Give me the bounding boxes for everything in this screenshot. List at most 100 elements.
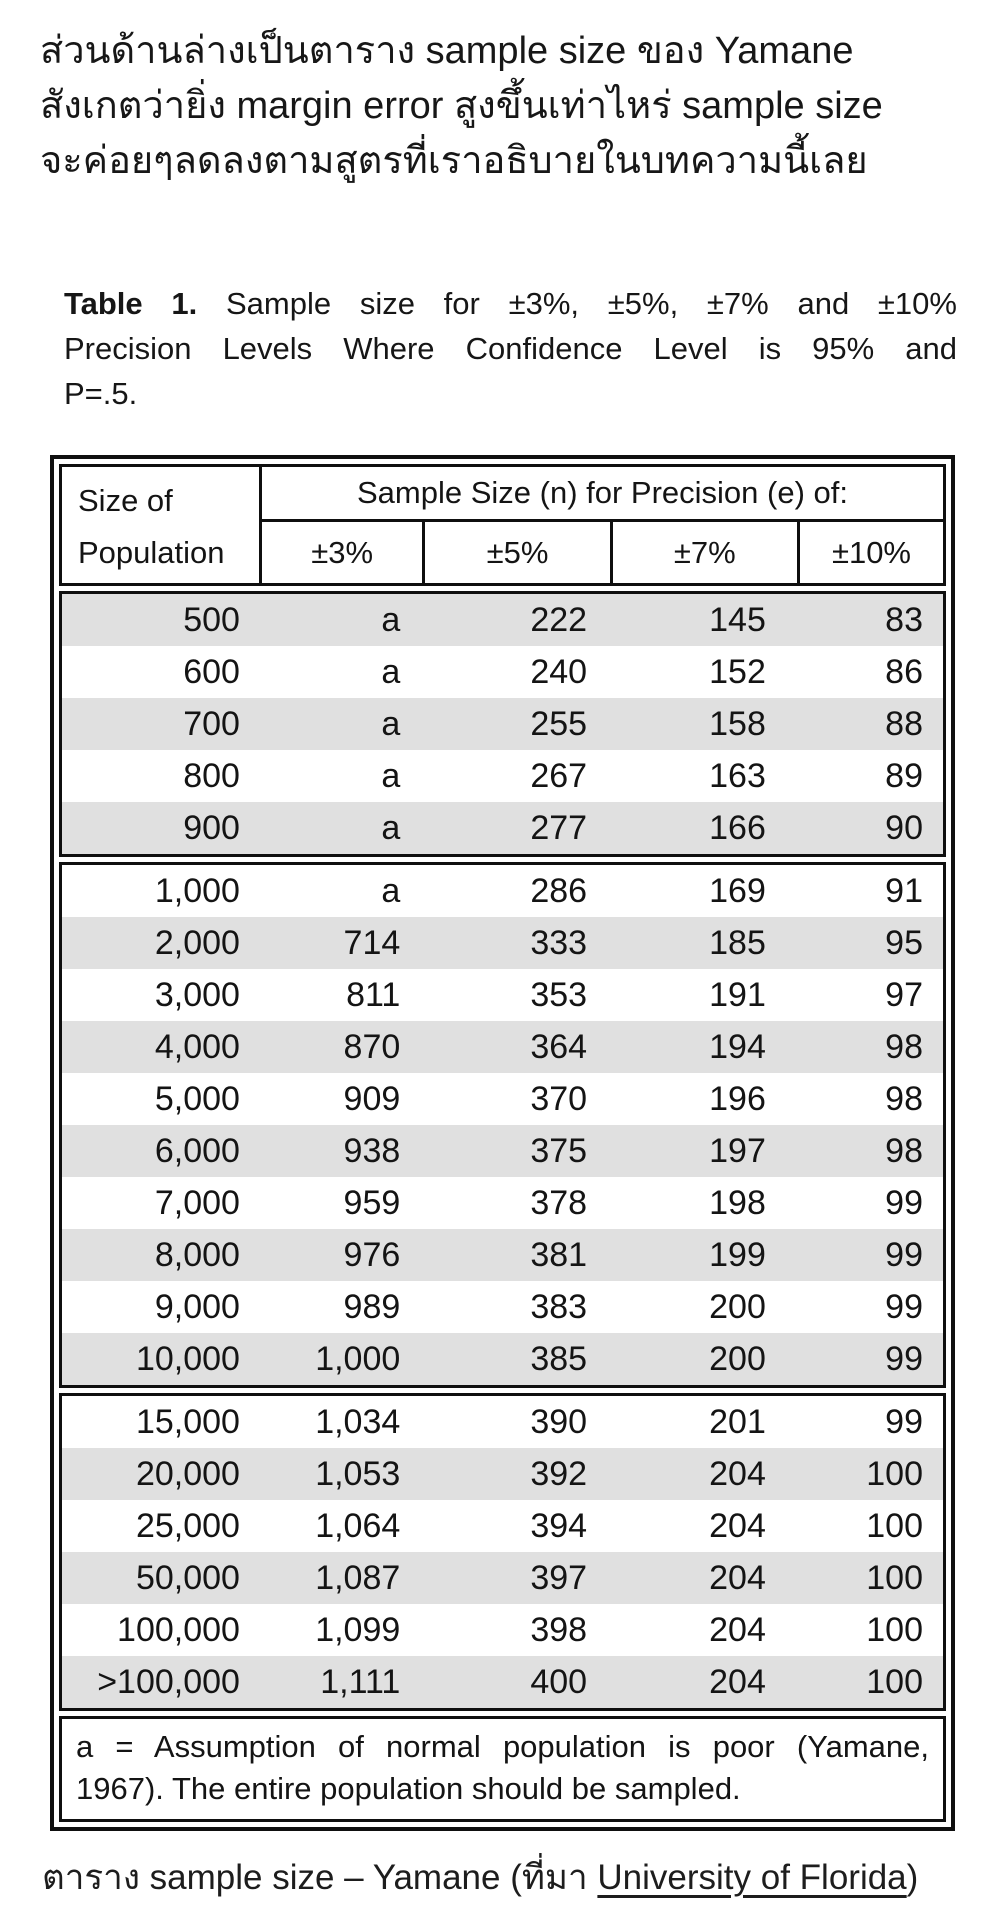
header-span-label: Sample Size (n) for Precision (e) of: (262, 467, 943, 522)
table-title-label: Table 1. (64, 286, 198, 321)
table-group-1: 500 a 222 145 83 600 a 240 152 86 700 a 255 158 88 800 a… (59, 591, 946, 857)
table-cell: 196 (709, 1079, 766, 1118)
table-row: 900 a 277 166 90 (62, 802, 943, 854)
table-cell: 91 (885, 871, 923, 910)
table-cell: 169 (709, 871, 766, 910)
table-row: 6,000 938 375 197 98 (62, 1125, 943, 1177)
table-cell: 9,000 (154, 1287, 240, 1326)
table-cell: >100,000 (97, 1662, 240, 1701)
table-row: 50,000 1,087 397 204 100 (62, 1552, 943, 1604)
table-cell: 198 (709, 1183, 766, 1222)
table-row: 700 a 255 158 88 (62, 698, 943, 750)
table-cell: 95 (885, 923, 923, 962)
table-cell: 397 (530, 1558, 588, 1597)
table-cell: 394 (530, 1506, 588, 1545)
table-cell: 1,053 (315, 1454, 401, 1493)
table-cell: 7,000 (154, 1183, 240, 1222)
table-cell: 197 (709, 1131, 766, 1170)
table-cell: 98 (885, 1079, 923, 1118)
table-row: 500 a 222 145 83 (62, 594, 943, 646)
table-cell: 194 (709, 1027, 766, 1066)
table-cell: 99 (885, 1235, 923, 1274)
table-cell: 286 (530, 871, 588, 910)
table-cell: 909 (343, 1079, 401, 1118)
table-cell: 90 (885, 808, 923, 847)
table-cell: 1,000 (154, 871, 240, 910)
table-cell: 989 (343, 1287, 401, 1326)
table-cell: 152 (709, 652, 766, 691)
table-row: 3,000 811 353 191 97 (62, 969, 943, 1021)
table-footnote: a = Assumption of normal population is p… (59, 1716, 946, 1822)
table-cell: 1,099 (315, 1610, 401, 1649)
table-row: 25,000 1,064 394 204 100 (62, 1500, 943, 1552)
table-row: 9,000 989 383 200 99 (62, 1281, 943, 1333)
table-cell: 99 (885, 1339, 923, 1378)
table-cell: 870 (343, 1027, 401, 1066)
table-cell: 364 (530, 1027, 588, 1066)
table-cell: 99 (885, 1287, 923, 1326)
caption-text: ตาราง sample size – Yamane (ที่มา (42, 1858, 598, 1897)
table-row: 8,000 976 381 199 99 (62, 1229, 943, 1281)
table-row: 10,000 1,000 385 200 99 (62, 1333, 943, 1385)
intro-line: ส่วนด้านล่างเป็นตาราง sample size ของ Ya… (40, 30, 854, 72)
table-cell: 201 (709, 1402, 766, 1441)
table-cell: 100 (866, 1662, 923, 1701)
table-cell: 4,000 (154, 1027, 240, 1066)
table-title-text: Sample size for ±3%, ±5%, ±7% and ±10% (225, 286, 957, 321)
table-row: 5,000 909 370 196 98 (62, 1073, 943, 1125)
table-title: Table 1. Sample size for ±3%, ±5%, ±7% a… (64, 281, 957, 416)
table-cell: 100 (866, 1506, 923, 1545)
header-cell-10pct: ±10% (831, 534, 911, 570)
table-cell: 714 (343, 923, 401, 962)
header-cell-population-line: Population (78, 535, 225, 570)
table-cell: 381 (530, 1235, 588, 1274)
table-caption: ตาราง sample size – Yamane (ที่มา Univer… (42, 1850, 972, 1905)
table-cell: 50,000 (135, 1558, 240, 1597)
table-cell: 15,000 (135, 1402, 240, 1441)
table-row: 100,000 1,099 398 204 100 (62, 1604, 943, 1656)
table-cell: a (381, 600, 401, 639)
table-cell: 600 (183, 652, 240, 691)
table-cell: 700 (183, 704, 240, 743)
table-cell: 204 (709, 1610, 766, 1649)
caption-text: ) (906, 1858, 919, 1897)
table-row: 800 a 267 163 89 (62, 750, 943, 802)
table-cell: 938 (343, 1131, 401, 1170)
table-cell: 10,000 (135, 1339, 240, 1378)
table-row: >100,000 1,111 400 204 100 (62, 1656, 943, 1708)
table-cell: a (381, 652, 401, 691)
table-cell: 267 (530, 756, 588, 795)
table-cell: 200 (709, 1287, 766, 1326)
table-row: 2,000 714 333 185 95 (62, 917, 943, 969)
table-cell: 959 (343, 1183, 401, 1222)
table-cell: 1,064 (315, 1506, 401, 1545)
table-cell: 383 (530, 1287, 588, 1326)
table-cell: a (381, 704, 401, 743)
table-row: 1,000 a 286 169 91 (62, 865, 943, 917)
table-cell: 100,000 (117, 1610, 240, 1649)
table-cell: 390 (530, 1402, 588, 1441)
table-header: Size of Population Sample Size (n) for P… (59, 464, 946, 586)
table-cell: 6,000 (154, 1131, 240, 1170)
table-row: 7,000 959 378 198 99 (62, 1177, 943, 1229)
table-cell: 900 (183, 808, 240, 847)
table-cell: 145 (709, 600, 766, 639)
intro-line: จะค่อยๆลดลงตามสูตรที่เราอธิบายในบทความนี… (40, 140, 868, 182)
table-cell: 20,000 (135, 1454, 240, 1493)
table-cell: 200 (709, 1339, 766, 1378)
intro-line: สังเกตว่ายิ่ง margin error สูงขึ้นเท่าไห… (40, 85, 883, 127)
table-cell: 204 (709, 1506, 766, 1545)
table-cell: 86 (885, 652, 923, 691)
table-row: 600 a 240 152 86 (62, 646, 943, 698)
table-cell: 8,000 (154, 1235, 240, 1274)
table-cell: 378 (530, 1183, 588, 1222)
table-title-line: Precision Levels Where Confidence Level … (64, 331, 957, 366)
header-cell-population: Size of Population (62, 467, 262, 583)
table-cell: 204 (709, 1558, 766, 1597)
table-cell: 100 (866, 1454, 923, 1493)
table-cell: 976 (343, 1235, 401, 1274)
table-cell: 1,000 (315, 1339, 401, 1378)
header-precision-group: Sample Size (n) for Precision (e) of: ±3… (262, 467, 943, 583)
source-link[interactable]: University of Florida (597, 1858, 907, 1897)
